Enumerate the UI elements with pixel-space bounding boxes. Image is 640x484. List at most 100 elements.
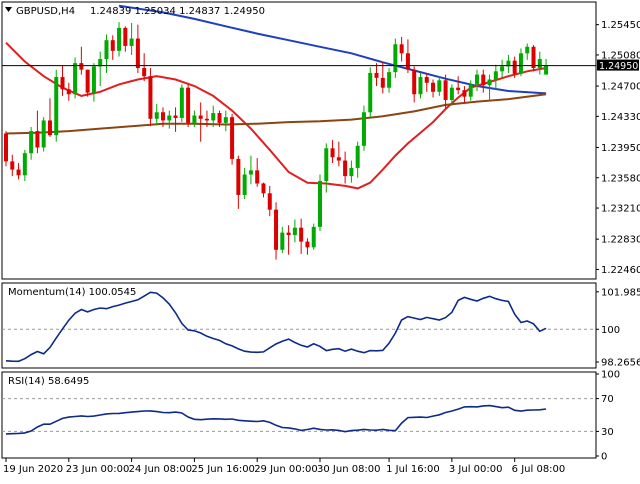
candle (493, 64, 498, 90)
momentum-line (5, 291, 547, 363)
price-axis-label: 1.24700 (601, 82, 640, 93)
candle-body (374, 72, 379, 78)
candle (286, 225, 291, 255)
candle-body (305, 241, 310, 248)
candle-body (29, 131, 34, 154)
candle (16, 163, 21, 180)
candle-body (60, 77, 65, 90)
candle-body (525, 46, 530, 54)
candle-body (148, 76, 153, 119)
candle (525, 43, 530, 60)
candle-body (330, 148, 335, 158)
dropdown-triangle-icon[interactable] (5, 7, 12, 12)
candle (167, 110, 172, 129)
price-axis-label: 1.24330 (601, 112, 640, 123)
candle-body (280, 232, 285, 250)
rsi-title: RSI(14) 58.6495 (8, 376, 89, 387)
candle-body (493, 71, 498, 80)
candle-body (167, 115, 172, 121)
candle (236, 155, 241, 209)
price-axis-label: 1.25450 (601, 20, 640, 31)
candle-body (380, 77, 385, 88)
candle (110, 35, 115, 60)
candle-body (223, 117, 228, 123)
candle (135, 24, 140, 73)
candle (412, 66, 417, 103)
candle-body (424, 77, 429, 83)
price-axis-label: 1.23210 (601, 204, 640, 215)
time-axis-label: 29 Jun 00:00 (254, 464, 318, 475)
candle (142, 53, 147, 82)
momentum-title: Momentum(14) 100.0545 (8, 287, 136, 298)
candle-body (110, 40, 115, 51)
candle (261, 182, 266, 198)
candle (280, 226, 285, 254)
candle-body (299, 227, 304, 242)
candle-body (349, 167, 354, 177)
candle (104, 34, 109, 73)
candle-body (412, 69, 417, 95)
candle (267, 185, 272, 217)
candle (343, 151, 348, 184)
candle (424, 73, 429, 92)
candle (129, 23, 134, 55)
candle-body (85, 69, 90, 93)
candle (186, 84, 191, 127)
candle-body (142, 68, 147, 77)
candle-body (500, 66, 505, 72)
candle (512, 56, 517, 78)
rsi-axis-label: 0 (601, 452, 607, 463)
candle-body (361, 112, 366, 146)
candle-body (261, 183, 266, 194)
rsi-panel[interactable] (1, 371, 597, 459)
rsi-axis-label: 30 (601, 427, 614, 438)
candle (361, 105, 366, 151)
candle (418, 72, 423, 99)
candle (41, 117, 46, 152)
rsi-axis-label: 100 (601, 370, 620, 381)
candle-body (487, 79, 492, 86)
candle-body (4, 133, 8, 162)
price-panel[interactable] (1, 1, 597, 280)
candle-body (456, 87, 461, 91)
candle (79, 46, 84, 75)
candle-body (449, 87, 454, 100)
momentum-axis-label: 100 (601, 325, 620, 336)
candle (299, 218, 304, 254)
candle (393, 38, 398, 78)
candle (211, 105, 216, 127)
candle (305, 238, 310, 255)
candle-body (230, 117, 235, 159)
candle (179, 84, 184, 123)
momentum-panel[interactable] (1, 282, 597, 369)
candle (173, 107, 178, 132)
price-axis-label: 1.25080 (601, 50, 640, 61)
candle-body (66, 89, 71, 95)
candle (47, 98, 52, 137)
candle (336, 141, 341, 167)
candle (431, 79, 436, 98)
candle (456, 76, 461, 95)
candle-body (336, 157, 341, 161)
candle-body (343, 160, 348, 177)
candle-body (204, 118, 209, 121)
candle-body (506, 60, 511, 67)
candle-body (267, 193, 272, 210)
candle (248, 155, 253, 185)
candle-body (481, 74, 486, 86)
candle-body (98, 59, 103, 67)
candle-body (117, 27, 122, 51)
candle (73, 57, 78, 99)
candle-body (135, 38, 140, 69)
candle (349, 160, 354, 183)
candle-body (79, 63, 84, 70)
candle (405, 39, 410, 73)
candle-body (236, 158, 241, 195)
price-axis: 1.25450 1.25080 1.24700 1.24330 1.23950 1.235… (596, 20, 640, 276)
candle-body (54, 77, 59, 136)
candle-body (518, 53, 523, 74)
candle (148, 68, 153, 127)
candle (66, 82, 71, 101)
